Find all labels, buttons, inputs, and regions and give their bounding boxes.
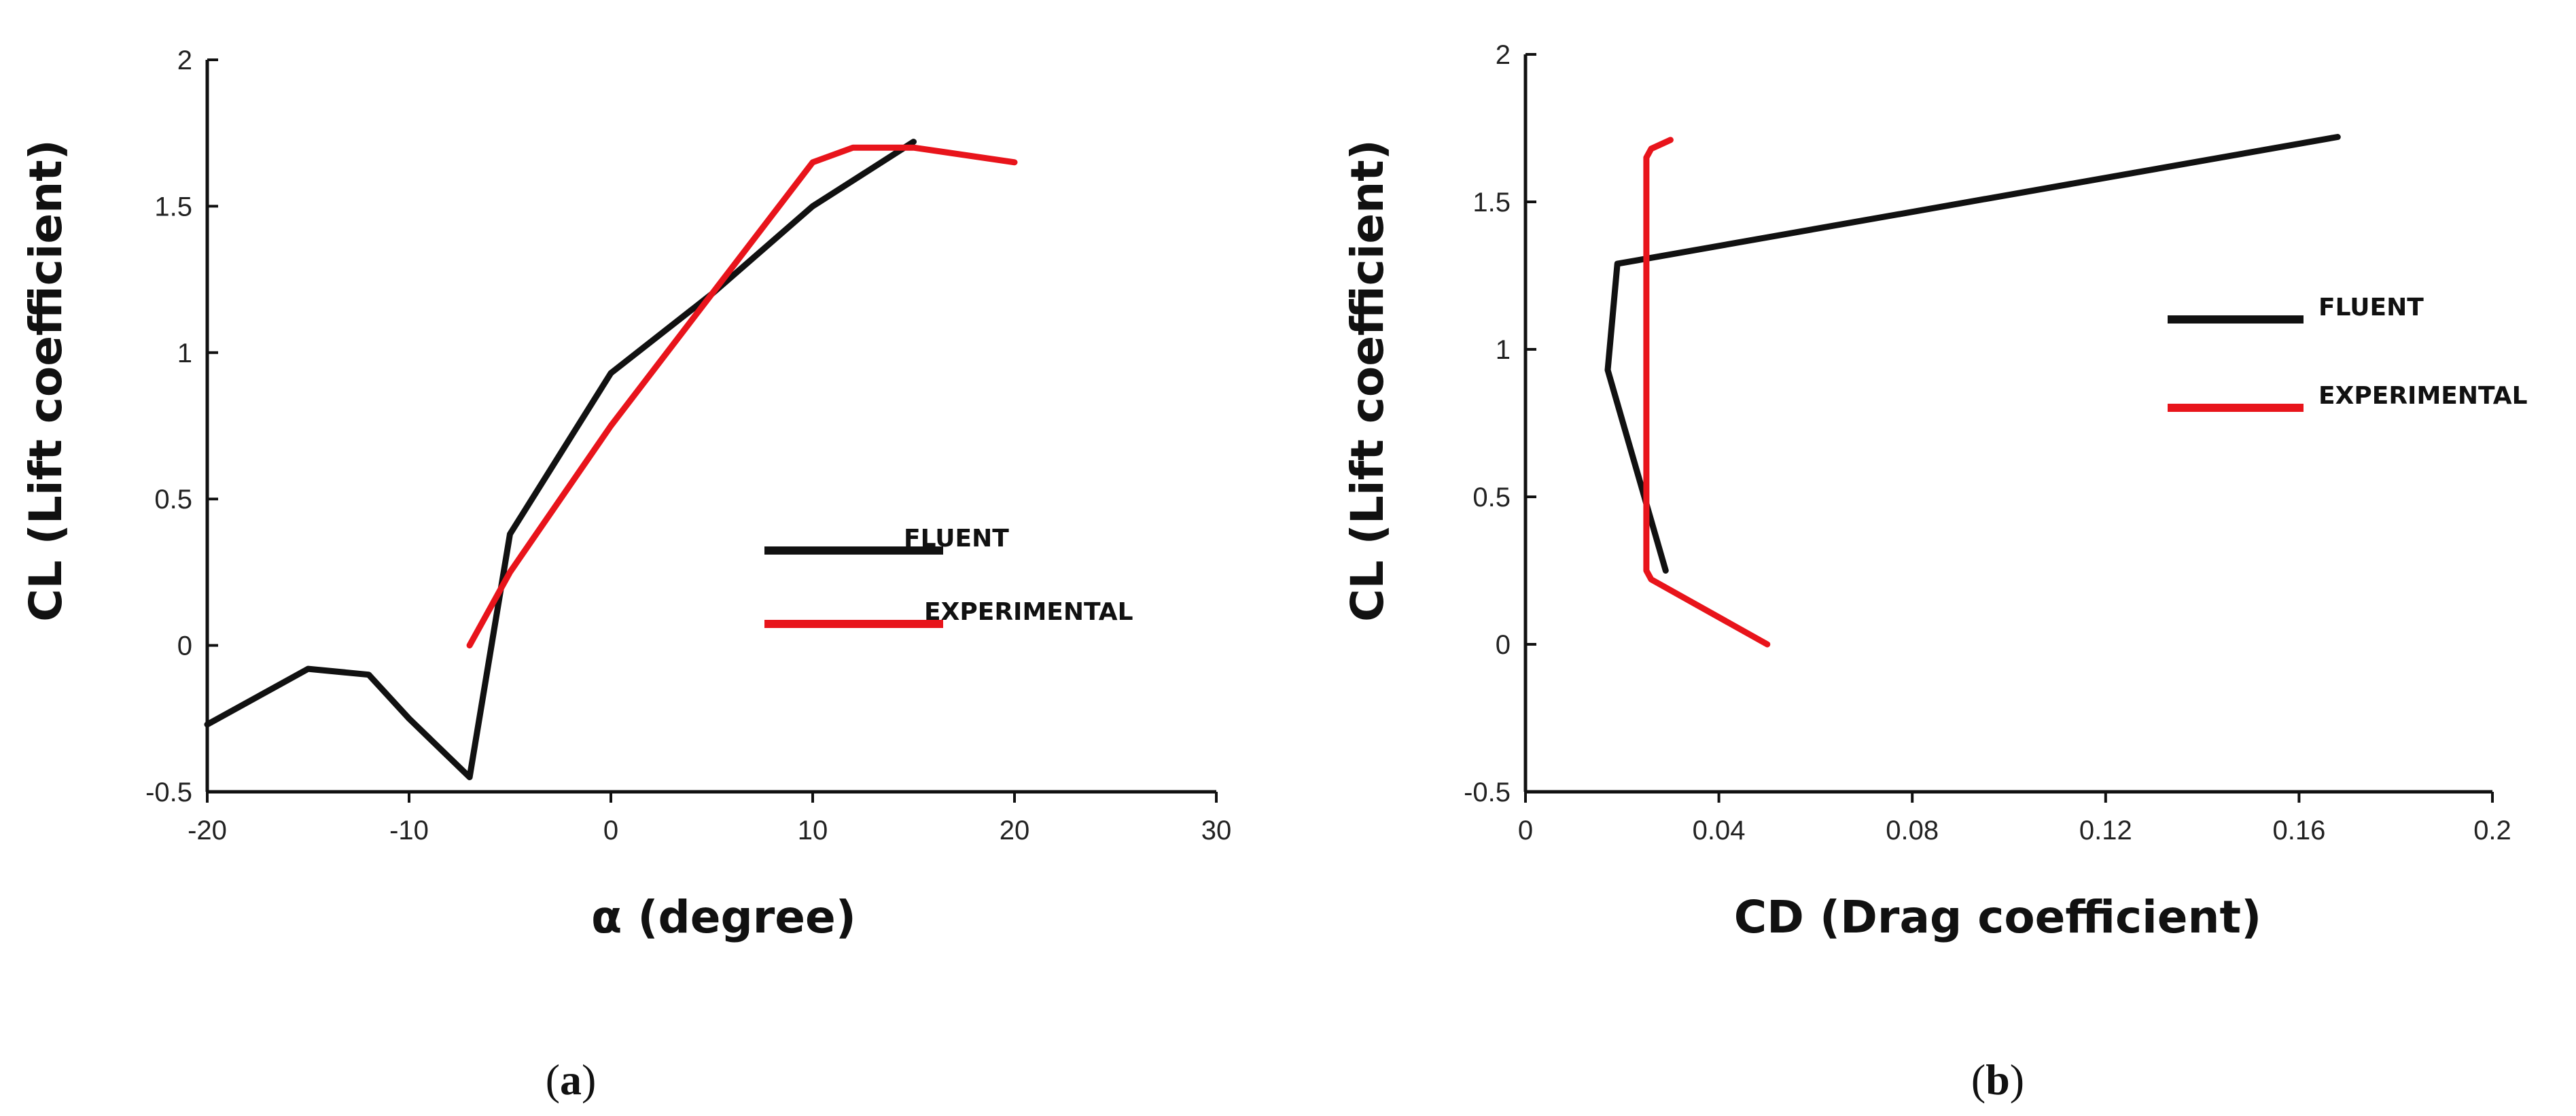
chart-b-legend: FLUENT EXPERIMENTAL <box>2168 294 2528 412</box>
x-tick-label: 20 <box>1000 816 1030 845</box>
x-tick-label: 10 <box>798 816 828 845</box>
chart-b-series <box>1604 134 2341 648</box>
x-tick-label: 0.16 <box>2272 816 2325 845</box>
y-tick-label: 2 <box>1496 40 1511 70</box>
chart-panel-a: -0.5 0 0.5 1 1.5 2 -20 -10 0 10 20 30 α (degree) C… <box>20 46 1231 1104</box>
series-line-fluent <box>204 139 917 780</box>
chart-b-legend-experimental-label: EXPERIMENTAL <box>2318 382 2528 410</box>
chart-a-y-ticks: -0.5 0 0.5 1 1.5 2 <box>145 46 218 807</box>
series-line-experimental <box>466 144 1018 649</box>
chart-b-legend-fluent-label: FLUENT <box>2318 294 2424 321</box>
x-tick-label: -10 <box>389 816 429 845</box>
panel-label-a-letter: a <box>560 1056 582 1104</box>
y-tick-label: 1.5 <box>1472 188 1511 217</box>
chart-b-x-ticks: 0 0.04 0.08 0.12 0.16 0.2 <box>1518 792 2511 845</box>
chart-a-legend: FLUENT EXPERIMENTAL <box>764 525 1133 628</box>
y-tick-label: 0.5 <box>1472 483 1511 512</box>
panel-label-b-letter: b <box>1986 1056 2010 1104</box>
chart-b-y-axis-title: CL (Lift coefficient) <box>1341 139 1394 622</box>
y-tick-label: 0 <box>177 631 192 661</box>
x-tick-label: 0 <box>1518 816 1533 845</box>
y-tick-label: 0 <box>1496 630 1511 660</box>
panel-label-b: (b) <box>1971 1056 2024 1104</box>
series-line-experimental <box>1643 137 1771 648</box>
x-tick-label: 0.04 <box>1693 816 1746 845</box>
chart-b-x-axis-title: CD (Drag coefficient) <box>1734 891 2262 943</box>
y-tick-label: 1 <box>177 338 192 368</box>
x-tick-label: 0.12 <box>2079 816 2132 845</box>
chart-a-series <box>204 139 1018 780</box>
x-tick-label: 30 <box>1201 816 1232 845</box>
chart-a-x-axis-title: α (degree) <box>591 891 856 943</box>
chart-panel-b: -0.500.511.52 0 0.04 0.08 0.12 0.16 0.2 CD (D… <box>1341 40 2528 1104</box>
x-tick-label: 0 <box>603 816 618 845</box>
y-tick-label: -0.5 <box>1464 778 1511 807</box>
chart-a-y-axis-title: CL (Lift coefficient) <box>20 139 72 622</box>
x-tick-label: 0.2 <box>2473 816 2511 845</box>
x-tick-label: -20 <box>188 816 227 845</box>
y-tick-label: 2 <box>177 46 192 75</box>
chart-a-legend-fluent-label: FLUENT <box>904 525 1009 553</box>
y-tick-label: 1.5 <box>154 192 192 222</box>
chart-a-legend-experimental-label: EXPERIMENTAL <box>924 598 1133 626</box>
chart-b-y-ticks: -0.5 0 0.5 1 1.5 2 <box>1464 40 1536 807</box>
x-tick-label: 0.08 <box>1886 816 1939 845</box>
series-line-fluent <box>1604 134 2341 574</box>
y-tick-label: -0.5 <box>145 778 192 807</box>
y-tick-label: 0.5 <box>154 485 192 515</box>
panel-label-a: (a) <box>546 1056 597 1104</box>
y-tick-label: 1 <box>1496 335 1511 365</box>
chart-a-x-ticks: -20 -10 0 10 20 30 <box>188 792 1231 845</box>
